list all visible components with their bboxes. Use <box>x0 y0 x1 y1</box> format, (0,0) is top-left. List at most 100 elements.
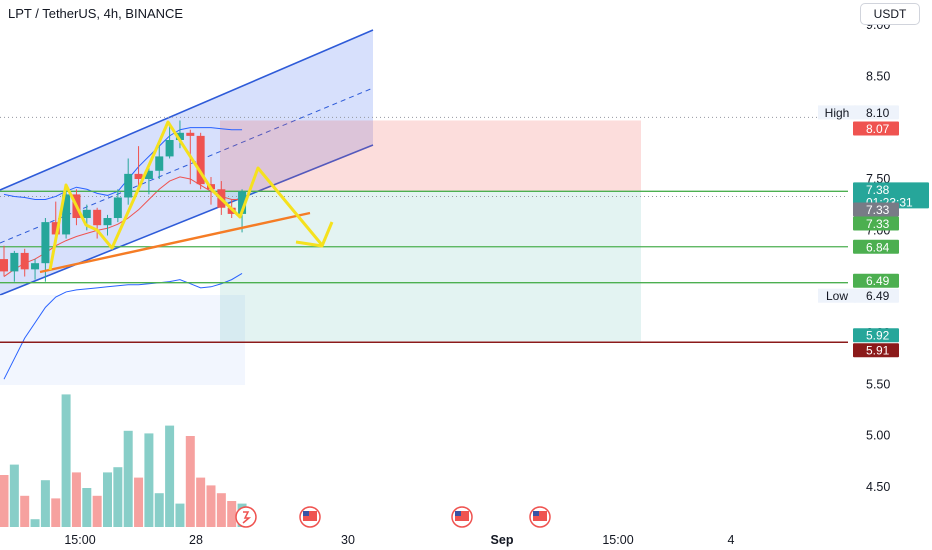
volume-bar <box>144 433 154 527</box>
band-fill <box>0 295 245 385</box>
volume-bar <box>20 495 30 527</box>
price-axis: 9.008.508.007.507.006.506.005.505.004.50 <box>866 18 890 494</box>
candle-body <box>238 191 247 214</box>
candle-body <box>113 197 122 219</box>
level-tag-733: 7.33 <box>853 216 899 231</box>
candlesticks <box>0 120 247 282</box>
horizontal-levels <box>0 190 848 344</box>
candle-body <box>10 252 19 272</box>
stop-tag: 5.91 <box>853 343 899 358</box>
tag-value: 5.92 <box>866 329 890 343</box>
candle-body <box>134 173 143 179</box>
flag-canton <box>533 511 539 516</box>
tag-bg <box>853 343 899 358</box>
volume-bar <box>134 477 144 527</box>
tag-value: 6.49 <box>866 289 890 303</box>
candle-body <box>93 209 102 226</box>
tag-value: 6.84 <box>866 240 890 254</box>
candle-body <box>0 259 8 272</box>
risk-tag: 8.07 <box>853 121 899 136</box>
volume-bar <box>103 472 112 527</box>
volume-bar <box>123 430 133 527</box>
volume-bar <box>216 493 226 527</box>
tag-value: 8.10 <box>866 106 890 120</box>
upper-band <box>3 127 243 201</box>
currency-button[interactable]: USDT <box>860 3 920 25</box>
tag-bg <box>853 182 929 209</box>
tag-bg <box>853 328 899 343</box>
channel-lower-line <box>0 144 374 296</box>
time-tick-label: 30 <box>341 533 355 547</box>
candle-body <box>82 209 91 219</box>
tag-label-text: Low <box>826 289 848 303</box>
tag-bg <box>853 121 899 136</box>
high-tag: High 8.10 <box>818 105 899 120</box>
risk-zone <box>220 120 641 192</box>
volume-bar <box>82 488 92 527</box>
candle <box>165 122 174 159</box>
bolt-glyph <box>242 511 252 524</box>
tag-bg <box>853 288 899 303</box>
drawings <box>39 120 334 274</box>
tag-value: 7.38 <box>866 183 890 197</box>
time-tick-label: Sep <box>491 533 514 547</box>
tag-value: 7.33 <box>866 203 890 217</box>
candle <box>103 214 112 236</box>
price-tick-label: 5.50 <box>866 377 890 391</box>
tag-bg <box>853 216 899 231</box>
volume-bar <box>51 498 61 527</box>
level-tag-649: 6.49 <box>853 273 899 288</box>
candle-body <box>62 194 71 235</box>
candle <box>93 207 102 239</box>
tag-value: 8.07 <box>866 122 890 136</box>
dividend-event-icon[interactable] <box>235 506 257 528</box>
candle-body <box>186 132 195 136</box>
economic-event-icon[interactable] <box>529 506 551 528</box>
volume-bar <box>30 519 40 527</box>
tag-bg <box>853 105 899 120</box>
economic-event-icon[interactable] <box>299 506 321 528</box>
volume-bar <box>227 501 237 527</box>
tag-bg <box>853 273 899 288</box>
time-tick-label: 15:00 <box>602 533 633 547</box>
candle-body <box>103 218 112 226</box>
price-tick-label: 8.50 <box>866 69 890 83</box>
candle-body <box>144 170 153 179</box>
tag-label-bg <box>818 288 856 303</box>
time-tick-label: 28 <box>189 533 203 547</box>
candle-body <box>165 139 174 157</box>
candle <box>0 245 8 277</box>
volume-bar <box>154 493 164 527</box>
lower-band <box>3 273 243 380</box>
volume-bar <box>40 480 50 527</box>
candle-body <box>20 252 29 270</box>
candle-body <box>155 156 164 171</box>
time-axis: 15:00 28 30 Sep 15:00 4 <box>64 533 734 547</box>
flag-canton <box>303 511 309 516</box>
event-icons[interactable] <box>235 506 551 528</box>
channel-upper-line <box>0 29 374 191</box>
candle <box>196 132 205 190</box>
tag-label-text: High <box>825 106 850 120</box>
mark-tag: 7.33 <box>853 202 899 217</box>
volume-bar <box>9 464 19 527</box>
volume-bar <box>113 467 123 527</box>
tag-label-bg <box>818 105 856 120</box>
candle-body <box>41 222 50 264</box>
volume-bar <box>175 503 185 527</box>
candle <box>10 250 19 282</box>
symbol-title[interactable]: LPT / TetherUS, 4h, BINANCE <box>8 6 184 21</box>
flag-stripes <box>303 511 317 521</box>
volume-bar <box>206 485 216 527</box>
candle <box>20 248 29 277</box>
target-tag: 5.92 <box>853 328 899 343</box>
volume-bar <box>196 477 206 527</box>
candle <box>113 189 122 223</box>
trend-line <box>39 211 311 274</box>
economic-event-icon[interactable] <box>451 506 473 528</box>
candle <box>62 184 71 239</box>
tag-bg <box>853 239 899 254</box>
candle <box>124 158 133 205</box>
time-tick-label: 4 <box>728 533 735 547</box>
